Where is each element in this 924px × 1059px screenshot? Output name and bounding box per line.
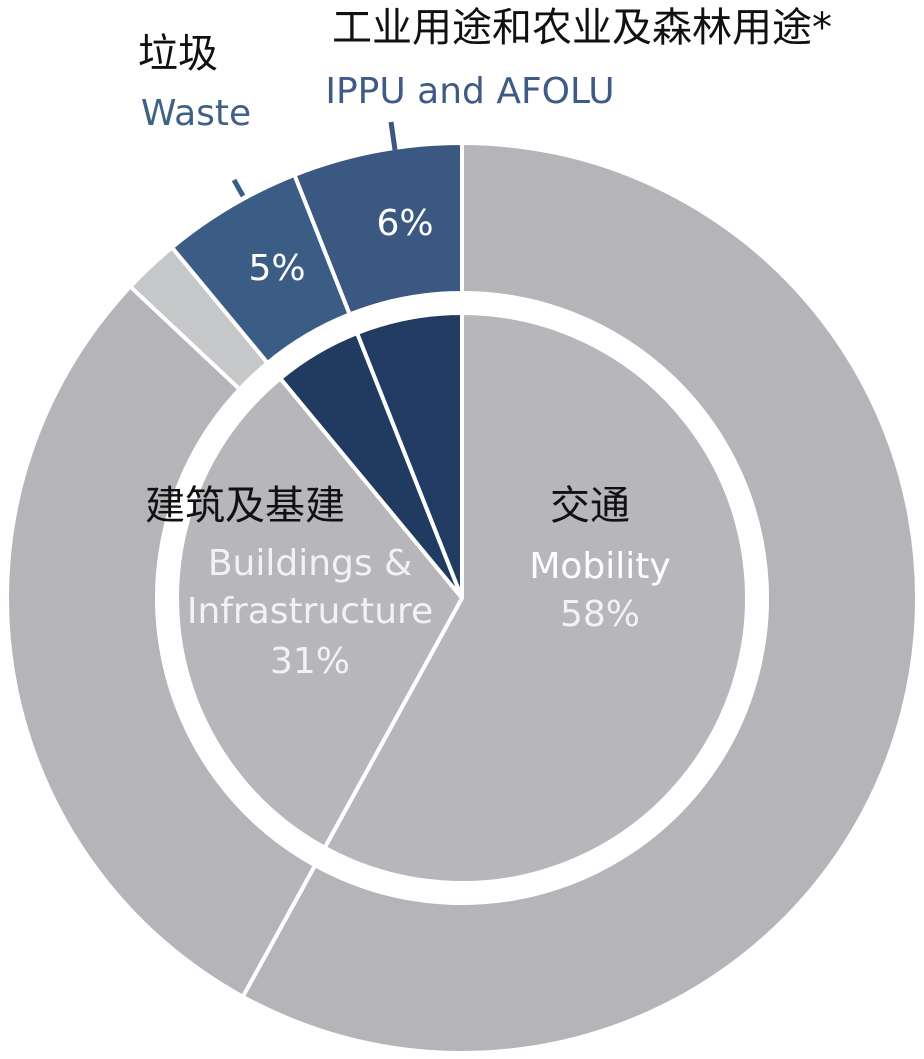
category-label: 垃圾 <box>138 31 218 77</box>
category-label-en: Infrastructure <box>187 591 433 632</box>
slice <box>321 310 749 885</box>
category-label-en: IPPU and AFOLU <box>325 71 614 112</box>
value-label: 58% <box>560 594 640 635</box>
slice <box>291 140 464 318</box>
category-label: 交通 <box>550 483 630 529</box>
slice <box>175 375 465 851</box>
slice <box>240 140 919 1055</box>
value-label: 6% <box>376 203 433 244</box>
value-label: 31% <box>270 641 350 682</box>
category-label-en: Mobility <box>529 546 670 587</box>
category-label: 建筑及基建 <box>145 483 345 529</box>
leader-line <box>388 121 398 151</box>
category-label-en: Waste <box>141 93 251 134</box>
value-label: 5% <box>248 248 305 289</box>
slices <box>5 140 919 1055</box>
category-label-en: Buildings & <box>208 543 412 584</box>
category-label: 工业用途和农业及森林用途* <box>332 5 832 51</box>
slice <box>354 310 464 599</box>
slice <box>5 283 318 1000</box>
leader-line <box>231 178 246 198</box>
